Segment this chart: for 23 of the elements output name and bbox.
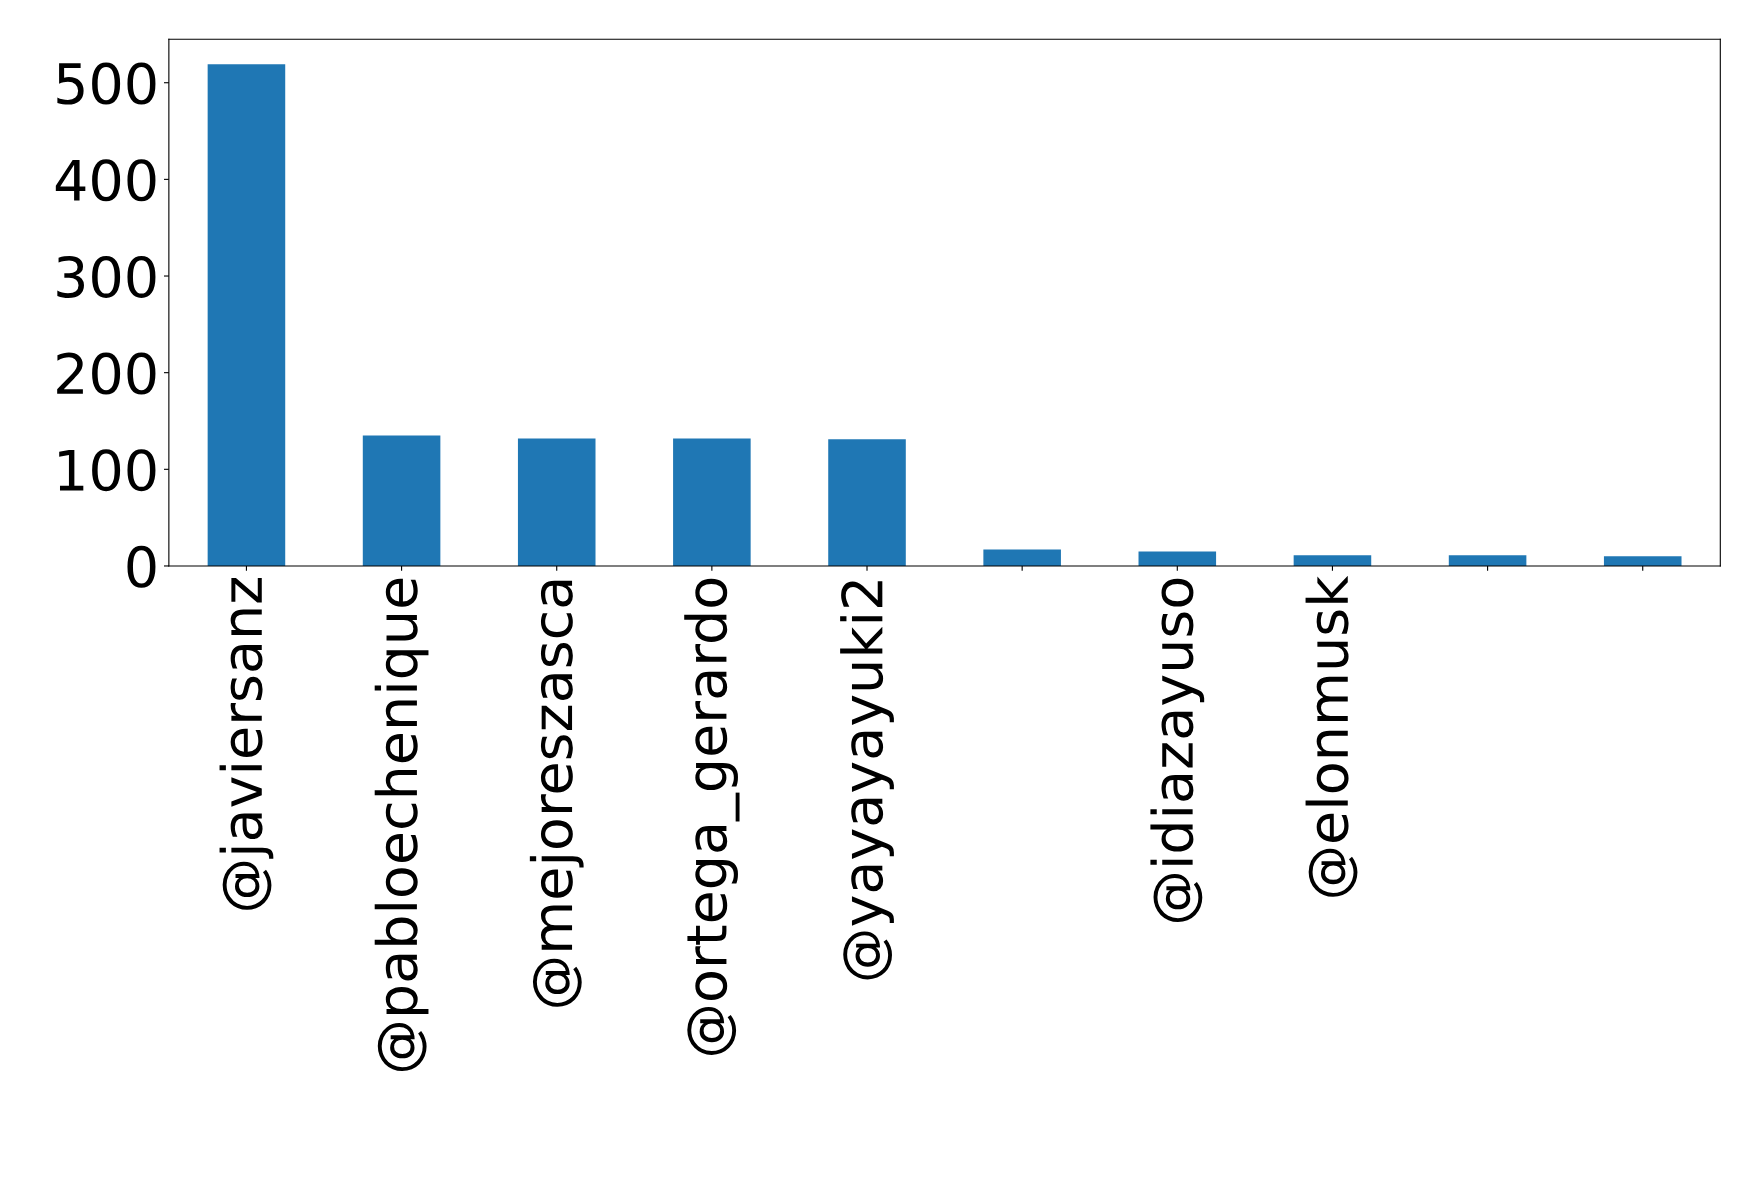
bar xyxy=(1138,551,1217,566)
bar xyxy=(362,435,441,566)
x-tick-label: @mejoreszasca xyxy=(529,580,584,1007)
bar xyxy=(1603,556,1682,566)
bar xyxy=(828,439,906,566)
bar xyxy=(517,438,596,566)
x-tick-label: @idiazayuso xyxy=(1150,578,1205,922)
y-tick-label: 0 xyxy=(127,545,156,588)
bar xyxy=(673,438,751,566)
x-tick-label: @javiersanz xyxy=(219,578,274,910)
bar xyxy=(1448,555,1527,566)
y-tick-label: 300 xyxy=(57,255,156,298)
x-tick-label: @ortega_gerardo xyxy=(684,578,740,1055)
y-tick-label: 400 xyxy=(55,159,156,202)
bar xyxy=(1293,555,1372,566)
y-tick-label: 100 xyxy=(59,449,156,492)
x-tick-label: @yayayayuki2 xyxy=(840,581,894,980)
y-tick-label: 200 xyxy=(57,352,156,395)
x-tick-label: @elonmusk xyxy=(1305,575,1358,897)
bar xyxy=(207,64,286,566)
y-tick-label: 500 xyxy=(57,62,156,105)
x-tick-label: @pabloechenique xyxy=(374,578,429,1072)
bar xyxy=(983,549,1061,566)
